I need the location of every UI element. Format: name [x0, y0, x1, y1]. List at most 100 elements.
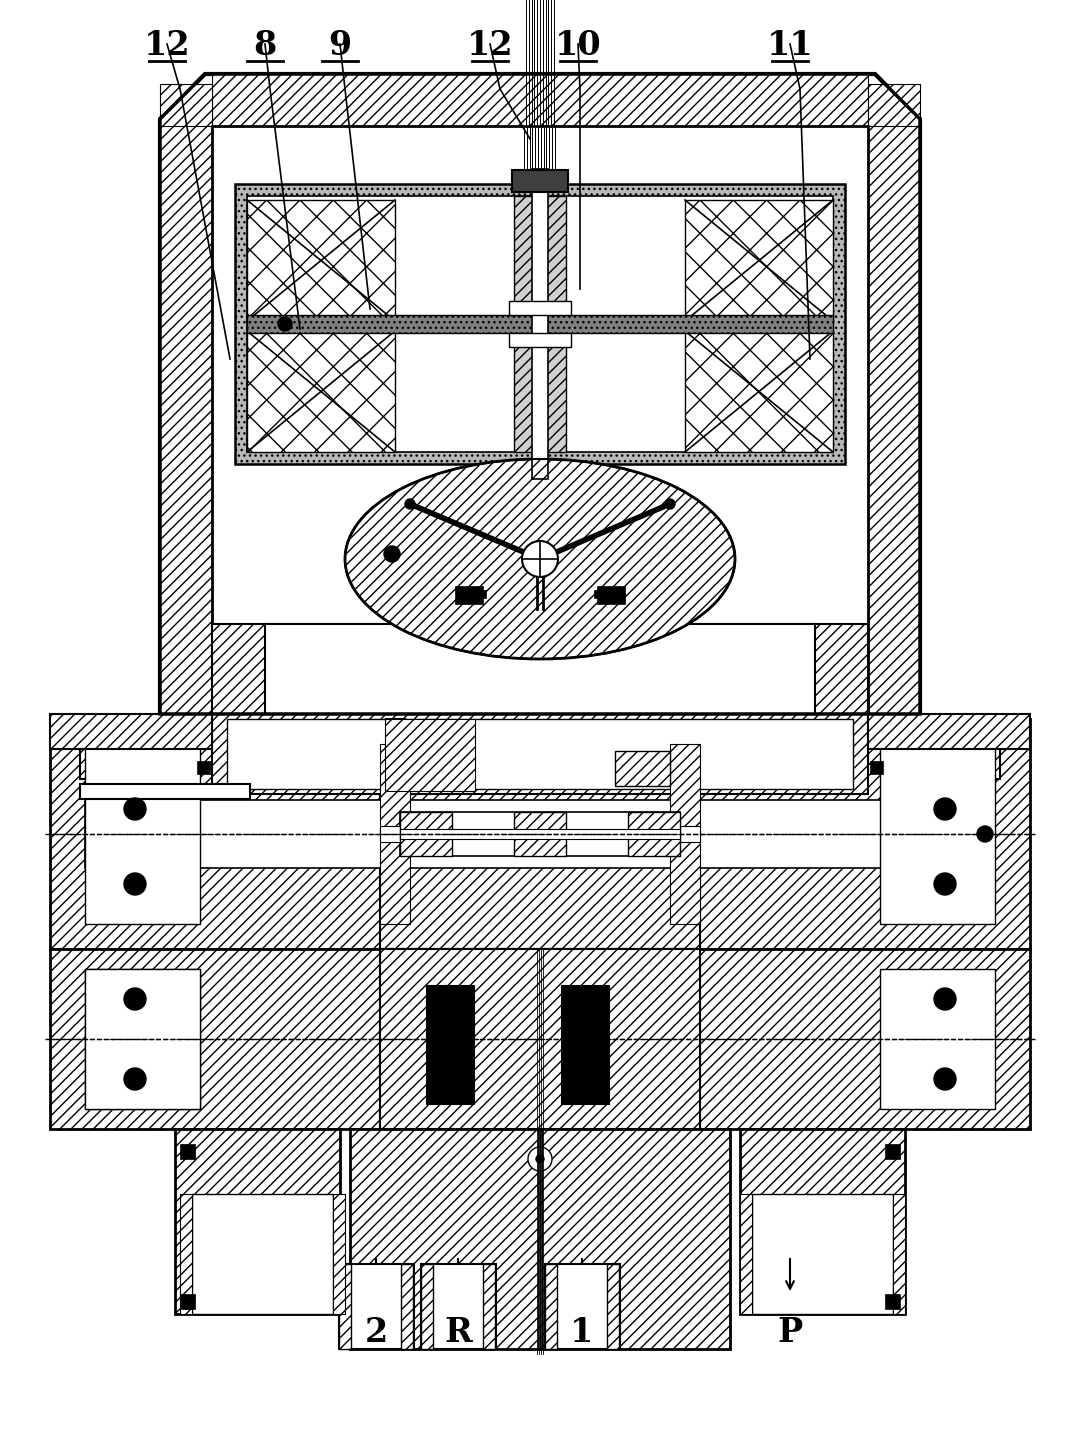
Bar	[380, 949, 700, 1129]
Circle shape	[665, 498, 675, 509]
Circle shape	[528, 1148, 552, 1171]
Bar	[880, 743, 995, 924]
Bar	[426, 1030, 474, 1043]
Bar	[880, 969, 995, 1108]
Bar	[350, 1129, 730, 1349]
Ellipse shape	[345, 459, 735, 659]
Bar	[85, 743, 200, 924]
Text: 2: 2	[364, 1316, 388, 1349]
Bar	[426, 1061, 474, 1074]
Bar	[380, 949, 700, 1129]
Polygon shape	[160, 74, 920, 714]
Bar	[212, 74, 868, 126]
Circle shape	[536, 1155, 544, 1164]
Bar	[426, 1045, 474, 1059]
Bar	[426, 1090, 474, 1104]
Bar	[670, 743, 700, 924]
Bar	[401, 1264, 413, 1349]
Bar	[685, 330, 833, 452]
Circle shape	[124, 798, 146, 820]
Bar	[380, 719, 700, 949]
Bar	[512, 170, 568, 193]
Text: 12: 12	[144, 29, 190, 62]
Bar	[400, 829, 680, 839]
Circle shape	[934, 988, 956, 1010]
Bar	[885, 1294, 900, 1308]
Bar	[561, 985, 609, 998]
Bar	[627, 811, 680, 856]
Bar	[561, 1045, 609, 1059]
Text: 11: 11	[767, 29, 813, 62]
Bar	[339, 1264, 351, 1349]
Bar	[192, 1194, 333, 1314]
Bar	[426, 1075, 474, 1090]
Bar	[85, 800, 995, 868]
Bar	[752, 1194, 893, 1314]
Bar	[868, 119, 920, 714]
Bar	[175, 1129, 340, 1314]
Circle shape	[278, 317, 292, 330]
Bar	[80, 784, 249, 798]
Circle shape	[405, 498, 415, 509]
Bar	[235, 184, 845, 464]
Circle shape	[384, 546, 400, 562]
Bar	[561, 1075, 609, 1090]
Polygon shape	[384, 719, 475, 791]
Bar	[561, 1030, 609, 1043]
Circle shape	[124, 988, 146, 1010]
Bar	[561, 1090, 609, 1104]
Bar	[197, 761, 210, 774]
Circle shape	[124, 1068, 146, 1090]
Bar	[180, 1294, 195, 1308]
Bar	[514, 811, 566, 856]
Bar	[868, 84, 920, 126]
Circle shape	[124, 872, 146, 895]
Bar	[483, 1264, 495, 1349]
Bar	[247, 314, 833, 333]
Bar	[339, 1264, 414, 1349]
Bar	[893, 1194, 905, 1314]
Bar	[561, 1000, 609, 1014]
Bar	[870, 761, 883, 774]
Bar	[421, 1264, 433, 1349]
Bar	[212, 625, 868, 714]
Circle shape	[977, 826, 993, 842]
Bar	[50, 714, 212, 749]
Text: 1: 1	[570, 1316, 594, 1349]
Bar	[50, 949, 1030, 1129]
Text: 12: 12	[467, 29, 513, 62]
Bar	[180, 1194, 192, 1314]
Bar	[80, 729, 160, 780]
Bar	[509, 301, 571, 314]
Bar	[160, 119, 212, 714]
Bar	[920, 729, 1000, 780]
Bar	[85, 969, 200, 1108]
Bar	[247, 330, 395, 452]
Bar	[597, 585, 625, 604]
Bar	[594, 590, 602, 598]
Bar	[410, 751, 465, 785]
Bar	[426, 1000, 474, 1014]
Bar	[247, 196, 833, 452]
Bar	[400, 811, 680, 856]
Circle shape	[522, 540, 558, 577]
Bar	[478, 590, 486, 598]
Bar	[380, 743, 410, 924]
Circle shape	[934, 872, 956, 895]
Bar	[227, 719, 853, 790]
Text: 10: 10	[555, 29, 602, 62]
Bar	[426, 1014, 474, 1029]
Bar	[212, 714, 868, 794]
Bar	[740, 1194, 752, 1314]
Circle shape	[934, 1068, 956, 1090]
Bar	[561, 1014, 609, 1029]
Bar	[615, 751, 670, 785]
Text: 8: 8	[254, 29, 276, 62]
Text: 9: 9	[328, 29, 352, 62]
Bar	[212, 126, 868, 714]
Bar	[455, 585, 483, 604]
Bar	[380, 826, 400, 842]
Bar	[50, 719, 1030, 949]
Bar	[333, 1194, 345, 1314]
Bar	[685, 200, 833, 322]
